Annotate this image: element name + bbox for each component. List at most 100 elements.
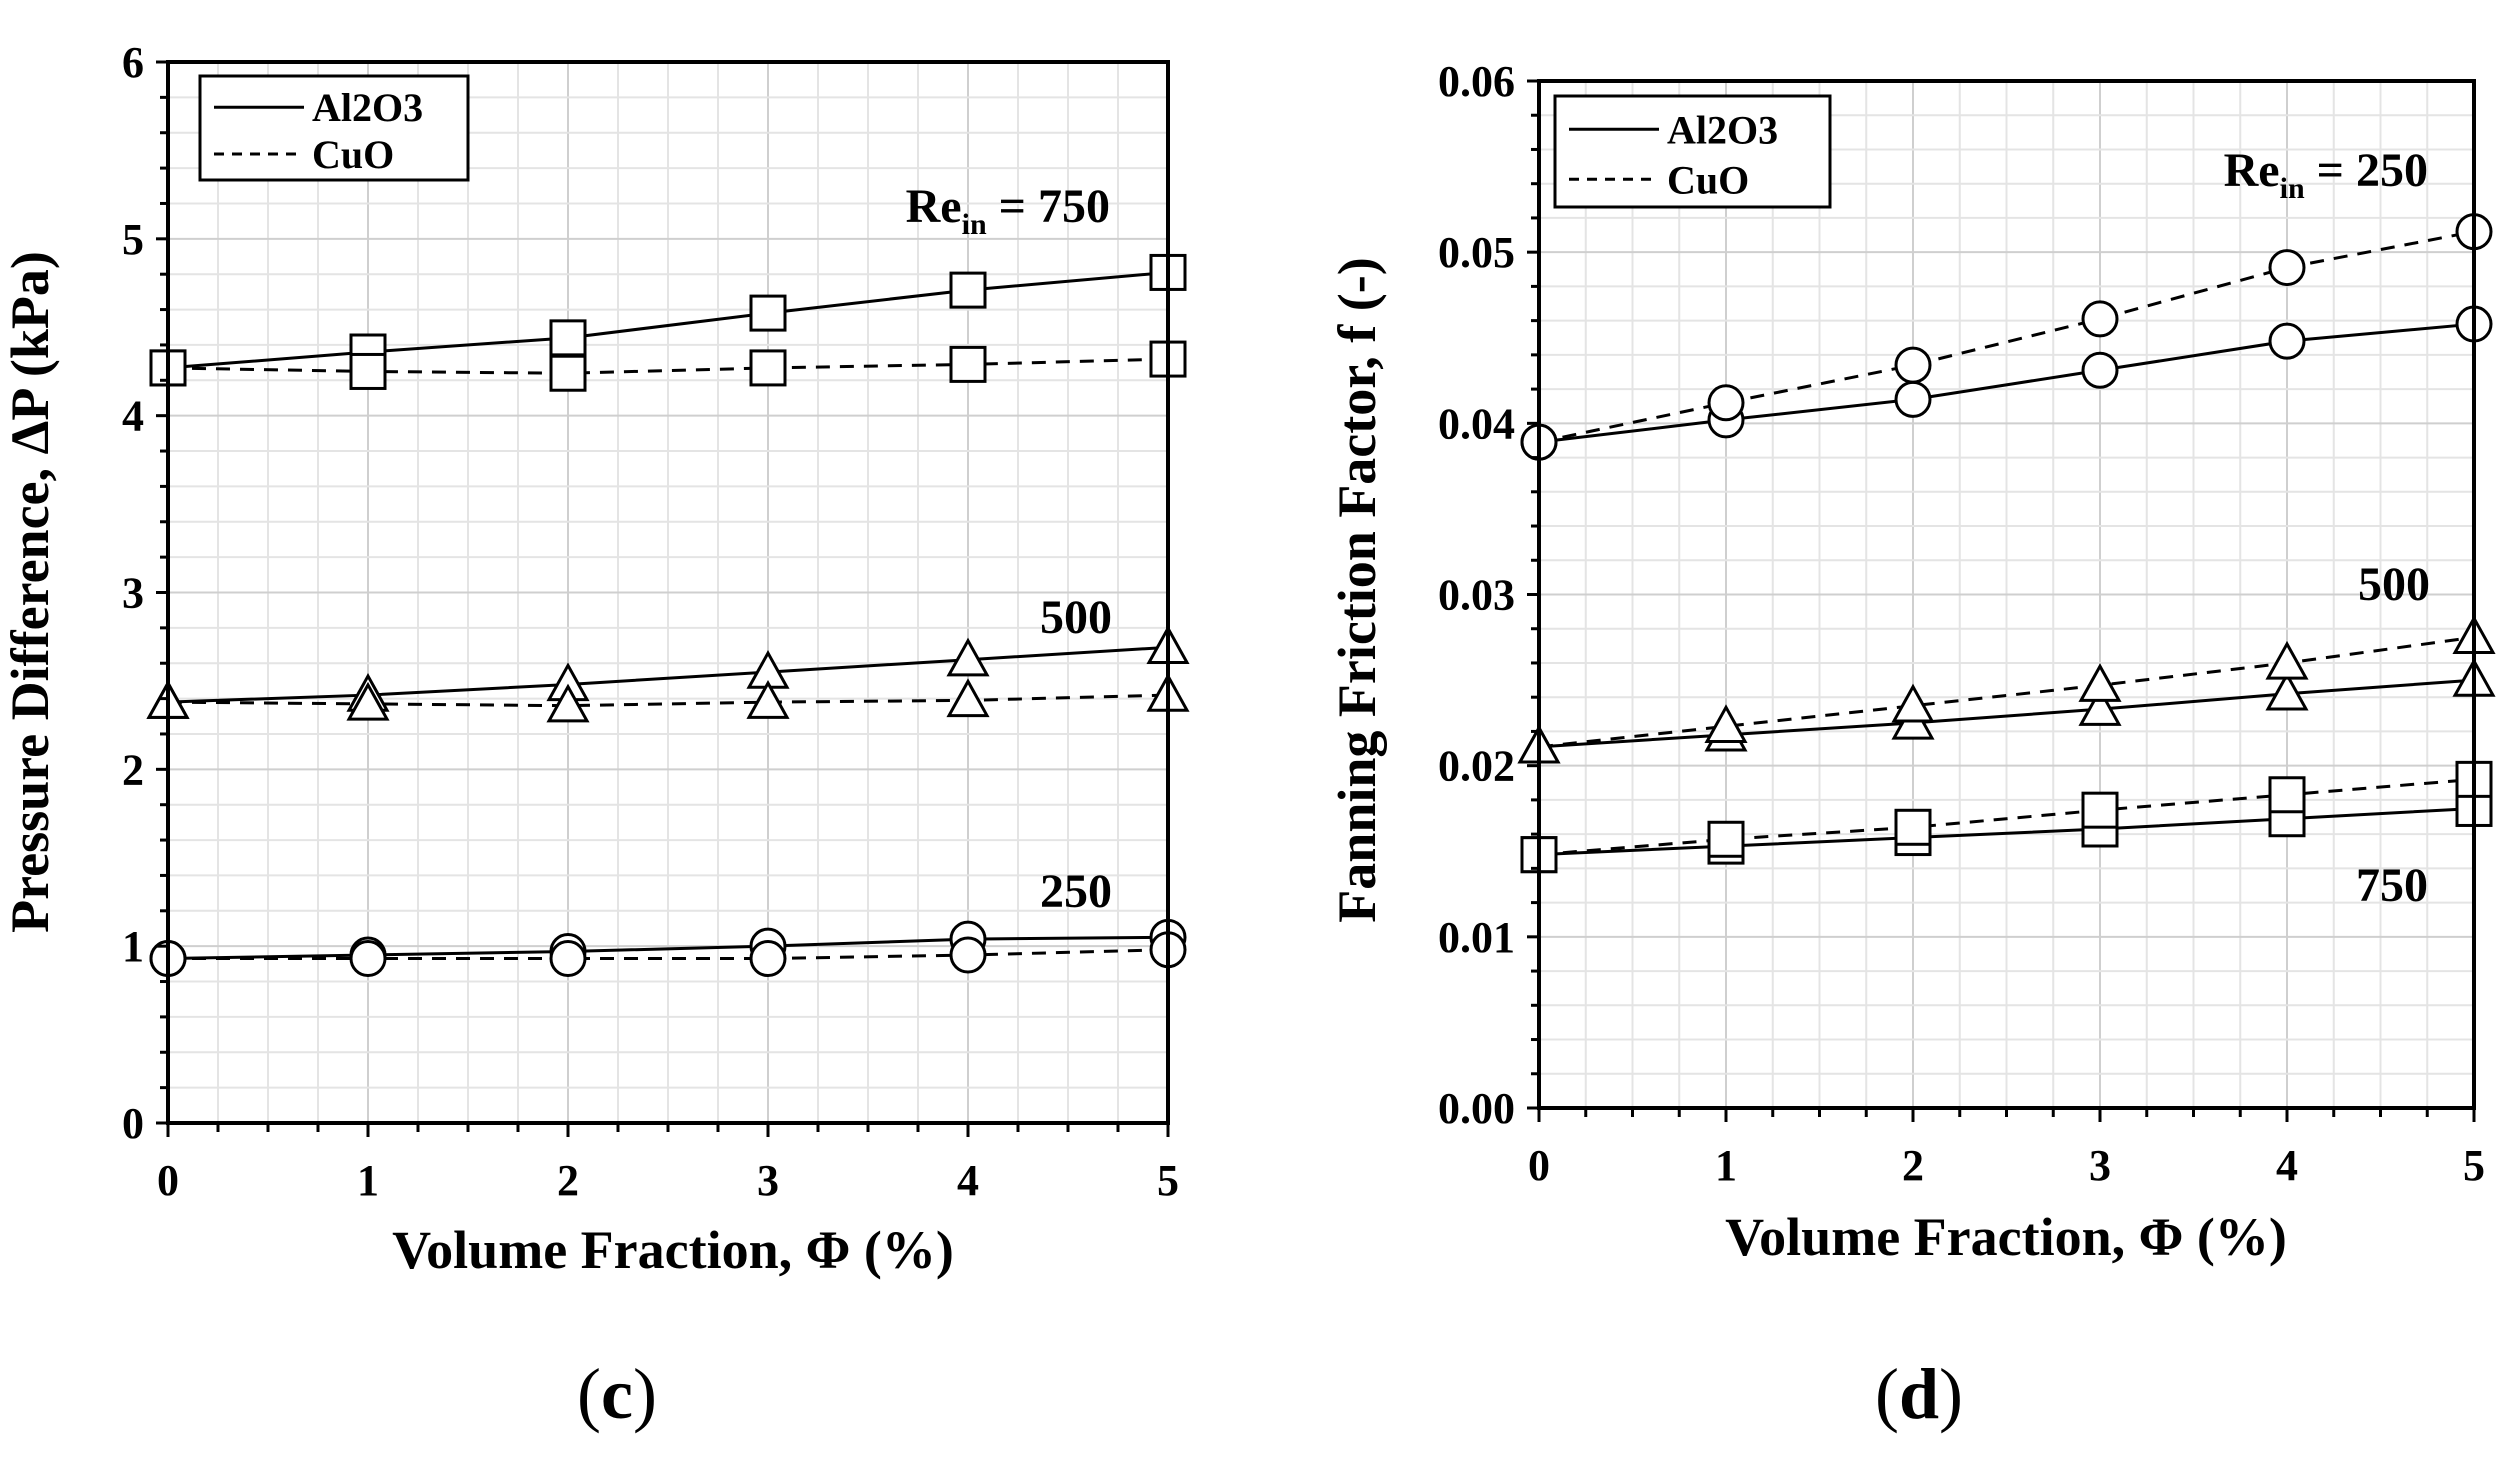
y-tick-label: 3 xyxy=(122,569,144,618)
x-tick-label: 2 xyxy=(1902,1141,1924,1190)
series-line-cuo-re750 xyxy=(1538,777,2475,857)
x-tick-labels: 0 1 2 3 4 5 xyxy=(157,1123,1179,1205)
data-point-al2o3-re250 xyxy=(1894,380,1932,418)
data-point-cuo-re250 xyxy=(2081,300,2119,338)
annotation-re-250: Rein = 250 xyxy=(2224,144,2428,205)
y-tick-label: 6 xyxy=(122,38,144,87)
series-line-cuo-re500 xyxy=(1538,635,2475,749)
series-line-al2o3-re750 xyxy=(1538,806,2475,857)
annotation-re-750: Rein = 750 xyxy=(906,180,1110,241)
annotation-re-subscript: in xyxy=(2280,172,2305,205)
annotation-re-text: Re xyxy=(906,180,962,233)
data-point-cuo-re250 xyxy=(2268,249,2306,287)
x-tick-label: 1 xyxy=(357,1156,379,1205)
y-tick-label: 0.04 xyxy=(1438,399,1515,448)
data-point-cuo-re750 xyxy=(349,352,387,390)
series-line-al2o3-re250 xyxy=(167,935,1169,961)
y-tick-labels: 0.00 0.01 0.02 0.03 0.04 0.05 0.06 xyxy=(1438,57,1539,1133)
data-point-cuo-re750 xyxy=(749,349,787,387)
panel-letter-c: c xyxy=(601,1354,633,1434)
data-point-al2o3-re250 xyxy=(2081,351,2119,389)
annotation-re-text: Re xyxy=(2224,144,2280,197)
data-point-cuo-re250 xyxy=(349,940,387,978)
x-tick-labels: 0 1 2 3 4 5 xyxy=(1528,1108,2485,1190)
series-line-al2o3-re500 xyxy=(167,645,1169,704)
data-point-cuo-re500 xyxy=(546,683,590,723)
y-tick-label: 0.00 xyxy=(1438,1084,1515,1133)
data-point-cuo-re250 xyxy=(949,936,987,974)
data-point-cuo-re750 xyxy=(1894,808,1932,846)
data-point-cuo-re500 xyxy=(1891,683,1935,723)
y-tick-label: 0 xyxy=(122,1099,144,1148)
series-line-al2o3-re500 xyxy=(1538,678,2475,749)
data-point-cuo-re750 xyxy=(949,345,987,383)
data-point-cuo-re750 xyxy=(1707,820,1745,858)
legend-label-cuo: CuO xyxy=(312,132,394,177)
legend: Al2O3 CuO xyxy=(198,74,470,182)
data-point-cuo-re500 xyxy=(2265,640,2309,680)
data-point-cuo-re750 xyxy=(2268,776,2306,814)
x-tick-label: 4 xyxy=(957,1156,979,1205)
x-tick-label: 2 xyxy=(557,1156,579,1205)
x-tick-label: 3 xyxy=(2089,1141,2111,1190)
series-line-cuo-re250 xyxy=(1538,230,2475,444)
y-axis-label: Pressure Difference, ΔP (kPa) xyxy=(0,251,60,933)
series-line-al2o3-re750 xyxy=(167,270,1169,370)
y-tick-label: 0.06 xyxy=(1438,57,1515,106)
y-tick-label: 1 xyxy=(122,922,144,971)
data-point-cuo-re250 xyxy=(1894,346,1932,384)
x-tick-label: 1 xyxy=(1715,1141,1737,1190)
x-axis-label: Volume Fraction, Φ (%) xyxy=(1725,1207,2287,1267)
annotation-re-subscript: in xyxy=(962,208,987,241)
data-point-al2o3-re500 xyxy=(946,637,990,677)
legend-box xyxy=(198,74,470,182)
annotation-500: 500 xyxy=(2358,558,2430,611)
x-tick-label: 5 xyxy=(1157,1156,1179,1205)
legend-label-al2o3: Al2O3 xyxy=(1667,107,1778,152)
panel-label-d: (d) xyxy=(1875,1354,1963,1434)
y-tick-label: 5 xyxy=(122,215,144,264)
data-point-cuo-re500 xyxy=(346,681,390,721)
y-tick-label: 0.02 xyxy=(1438,742,1515,791)
y-tick-labels: 0 1 2 3 4 5 6 xyxy=(122,38,168,1148)
grid-lines xyxy=(1539,81,2474,1108)
data-point-cuo-re250 xyxy=(549,940,587,978)
data-point-cuo-re750 xyxy=(549,354,587,392)
y-tick-label: 0.05 xyxy=(1438,228,1515,277)
legend-label-cuo: CuO xyxy=(1667,157,1749,202)
annotation-250: 250 xyxy=(1040,865,1112,918)
data-point-cuo-re250 xyxy=(1707,384,1745,422)
x-tick-label: 3 xyxy=(757,1156,779,1205)
data-point-al2o3-re750 xyxy=(749,294,787,332)
data-point-al2o3-re250 xyxy=(2268,322,2306,360)
annotation-500: 500 xyxy=(1040,591,1112,644)
data-point-cuo-re500 xyxy=(946,678,990,718)
data-point-cuo-re500 xyxy=(746,680,790,719)
data-point-al2o3-re750 xyxy=(949,271,987,309)
annotation-750: 750 xyxy=(2356,859,2428,912)
x-tick-label: 5 xyxy=(2463,1141,2485,1190)
annotation-re-value: = 250 xyxy=(2305,144,2428,197)
y-tick-label: 0.01 xyxy=(1438,913,1515,962)
y-axis-label: Fanning Friction Factor, f (-) xyxy=(1327,257,1387,922)
series-line-al2o3-re250 xyxy=(1538,322,2475,444)
x-tick-label: 0 xyxy=(157,1156,179,1205)
y-tick-label: 4 xyxy=(122,392,144,441)
y-tick-label: 2 xyxy=(122,745,144,794)
x-tick-label: 0 xyxy=(1528,1141,1550,1190)
data-point-cuo-re500 xyxy=(2078,663,2122,702)
annotation-re-value: = 750 xyxy=(987,180,1110,233)
data-point-cuo-re500 xyxy=(1704,704,1748,743)
legend: Al2O3 CuO xyxy=(1553,94,1832,209)
x-tick-label: 4 xyxy=(2276,1141,2298,1190)
data-point-al2o3-re500 xyxy=(2078,687,2122,726)
data-point-cuo-re750 xyxy=(2081,791,2119,829)
data-point-al2o3-re500 xyxy=(2265,671,2309,711)
data-point-cuo-re250 xyxy=(749,940,787,978)
legend-box xyxy=(1553,94,1832,209)
panel-label-c: (c) xyxy=(577,1354,657,1434)
chart-panel-d: 0.00 0.01 0.02 0.03 0.04 0.05 0.06 0 1 2 3 4 5 Al2O… xyxy=(1327,57,2496,1434)
